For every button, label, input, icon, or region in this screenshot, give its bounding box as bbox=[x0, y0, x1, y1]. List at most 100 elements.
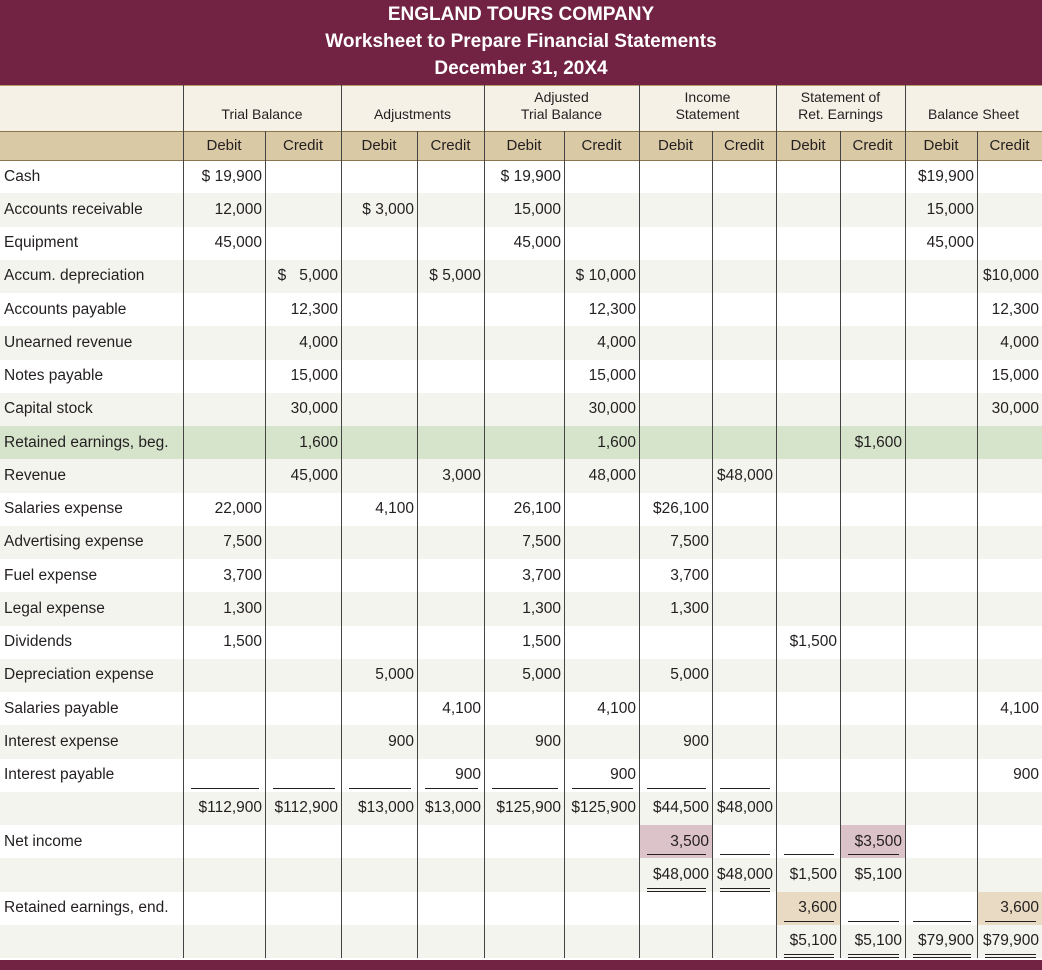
footer-band bbox=[0, 960, 1042, 970]
amount: $ 19,900 bbox=[201, 167, 262, 185]
underline bbox=[720, 890, 770, 892]
amount: 15,000 bbox=[926, 200, 974, 218]
column-rule bbox=[776, 85, 777, 958]
highlight-cell bbox=[840, 825, 905, 859]
group-header-bg bbox=[0, 85, 1042, 131]
amount: $1,500 bbox=[789, 633, 837, 651]
group-header-line: Trial Balance bbox=[520, 106, 603, 122]
row-bg bbox=[0, 359, 1042, 393]
amount: 4,100 bbox=[375, 500, 414, 518]
header-rule bbox=[0, 160, 1042, 161]
underline bbox=[848, 957, 899, 958]
amount: 3,600 bbox=[798, 899, 837, 917]
group-header-line: Statement bbox=[675, 106, 740, 122]
amount: 3,500 bbox=[670, 832, 709, 850]
row-label: Capital stock bbox=[4, 400, 93, 418]
row-bg bbox=[0, 492, 1042, 526]
column-rule bbox=[840, 131, 841, 958]
column-header: Credit bbox=[282, 137, 323, 154]
header-rule bbox=[0, 131, 1042, 132]
amount: 3,700 bbox=[522, 566, 561, 584]
highlight-cell bbox=[776, 891, 840, 925]
row-label: Accum. depreciation bbox=[4, 267, 145, 285]
underline bbox=[425, 787, 478, 789]
underline bbox=[848, 954, 899, 955]
amount: 30,000 bbox=[290, 400, 338, 418]
row-label: Depreciation expense bbox=[4, 666, 154, 684]
group-header: Trial Balance bbox=[183, 101, 341, 127]
highlight-cell bbox=[639, 825, 712, 859]
amount: 12,300 bbox=[290, 300, 338, 318]
row-label: Net income bbox=[4, 832, 83, 850]
amount: $26,100 bbox=[652, 500, 709, 518]
column-rule bbox=[265, 131, 266, 958]
amount: 15,000 bbox=[588, 367, 636, 385]
underline bbox=[913, 920, 971, 922]
underline bbox=[848, 854, 899, 856]
column-header: Debit bbox=[657, 137, 694, 154]
amount: 4,100 bbox=[442, 699, 481, 717]
column-rule bbox=[639, 85, 640, 958]
row-bg bbox=[0, 592, 1042, 626]
amount: 7,500 bbox=[522, 533, 561, 551]
amount: 12,300 bbox=[991, 300, 1039, 318]
amount: 48,000 bbox=[588, 466, 636, 484]
underline bbox=[784, 920, 834, 922]
underline bbox=[720, 854, 770, 856]
column-header: Debit bbox=[206, 137, 242, 154]
column-header: Debit bbox=[361, 137, 397, 154]
amount: 900 bbox=[388, 732, 414, 750]
row-bg bbox=[0, 625, 1042, 659]
row-label: Fuel expense bbox=[4, 566, 98, 584]
amount: 1,300 bbox=[670, 599, 709, 617]
row-bg bbox=[0, 692, 1042, 726]
row-label: Dividends bbox=[4, 633, 73, 651]
row-bg bbox=[0, 658, 1042, 692]
highlight-cell bbox=[977, 891, 1042, 925]
column-header: Credit bbox=[989, 137, 1030, 154]
amount: $5,100 bbox=[789, 932, 837, 950]
underline bbox=[273, 787, 335, 789]
group-header: Adjusted Trial Balance bbox=[484, 89, 639, 123]
row-bg bbox=[0, 891, 1042, 925]
header-rule bbox=[0, 85, 1042, 86]
amount: $3,500 bbox=[854, 832, 902, 850]
group-header-line: Trial Balance bbox=[221, 105, 303, 122]
amount: $19,900 bbox=[917, 167, 974, 185]
worksheet-title: Worksheet to Prepare Financial Statement… bbox=[325, 31, 717, 52]
underline bbox=[784, 957, 834, 958]
row-label: Notes payable bbox=[4, 367, 104, 385]
row-label: Accounts payable bbox=[4, 300, 127, 318]
amount: $48,000 bbox=[716, 865, 773, 883]
amount: $ 3,000 bbox=[362, 200, 414, 218]
group-header: Balance Sheet bbox=[905, 101, 1042, 127]
amount: 1,500 bbox=[522, 633, 561, 651]
underline bbox=[913, 957, 971, 958]
row-bg bbox=[0, 725, 1042, 759]
amount: 7,500 bbox=[670, 533, 709, 551]
row-bg bbox=[0, 293, 1042, 327]
row-bg bbox=[0, 858, 1042, 892]
amount: 1,600 bbox=[299, 433, 338, 451]
amount: $13,000 bbox=[357, 799, 414, 817]
amount: $48,000 bbox=[716, 466, 773, 484]
row-label: Unearned revenue bbox=[4, 333, 133, 351]
column-rule bbox=[183, 85, 184, 958]
amount: $1,600 bbox=[854, 433, 902, 451]
amount: 900 bbox=[610, 766, 636, 784]
column-header: Credit bbox=[430, 137, 471, 154]
underline bbox=[784, 954, 834, 955]
amount: 900 bbox=[1013, 766, 1039, 784]
row-bg bbox=[0, 924, 1042, 958]
underline bbox=[720, 887, 770, 889]
underline bbox=[191, 787, 259, 789]
row-bg bbox=[0, 758, 1042, 792]
group-header-line: Ret. Earnings bbox=[798, 106, 883, 122]
amount: $44,500 bbox=[652, 799, 709, 817]
amount: $ 10,000 bbox=[575, 267, 636, 285]
amount: 45,000 bbox=[214, 234, 262, 252]
row-label: Salaries payable bbox=[4, 699, 119, 717]
column-header: Credit bbox=[723, 137, 764, 154]
amount: 45,000 bbox=[513, 234, 561, 252]
group-header: Statement of Ret. Earnings bbox=[776, 89, 905, 123]
